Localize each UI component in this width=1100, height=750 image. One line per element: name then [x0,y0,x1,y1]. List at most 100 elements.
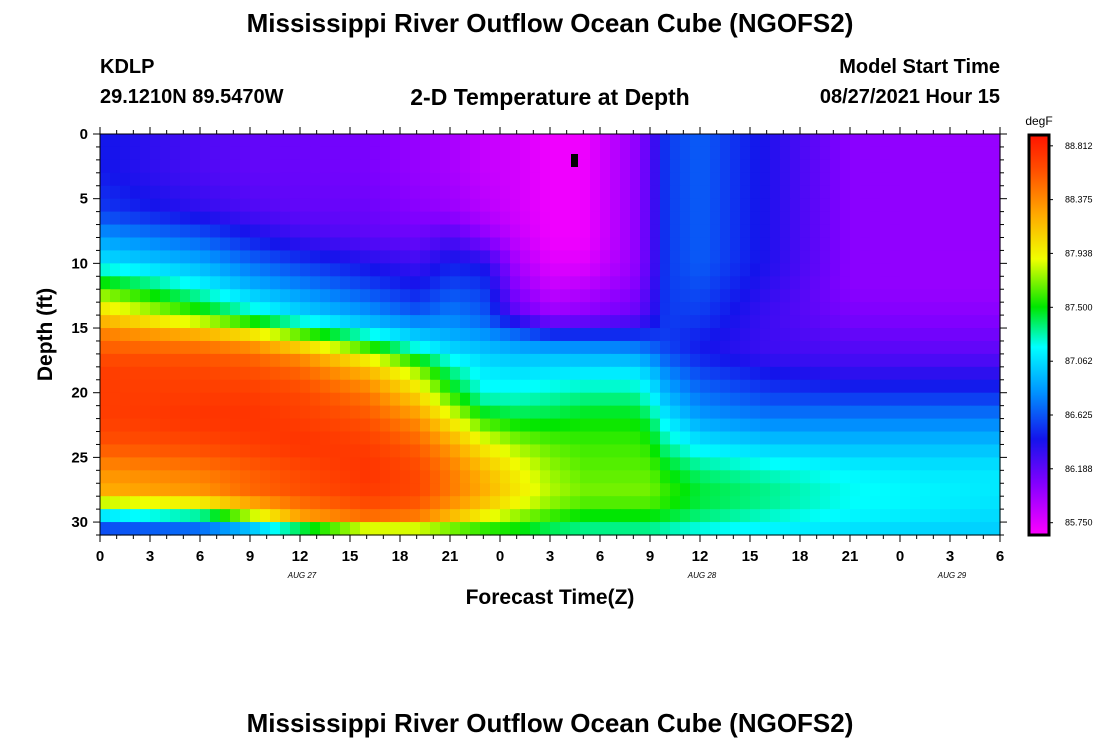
heatmap-cell [300,237,311,252]
heatmap-cell [350,134,361,148]
heatmap-cell [750,353,761,368]
heatmap-cell [180,315,191,329]
heatmap-cell [660,185,671,200]
heatmap-cell [300,315,311,329]
heatmap-cell [470,340,481,355]
heatmap-cell [250,353,261,368]
heatmap-cell [140,237,151,252]
heatmap-cell [230,418,241,433]
heatmap-cell [300,146,311,161]
heatmap-cell [830,276,841,290]
heatmap-cell [570,172,581,187]
heatmap-cell [580,250,591,264]
heatmap-cell [990,522,1001,536]
heatmap-cell [740,224,751,239]
heatmap-cell [320,444,331,458]
heatmap-cell [980,496,991,510]
heatmap-cell [200,263,211,277]
heatmap-cell [960,211,971,226]
heatmap-cell [410,483,421,497]
heatmap-cell [370,146,381,161]
heatmap-cell [900,405,911,420]
heatmap-cell [560,522,571,536]
heatmap-cell [600,198,611,213]
heatmap-cell [600,522,611,536]
heatmap-cell [200,418,211,433]
heatmap-cell [580,134,591,148]
heatmap-cell [810,237,821,252]
heatmap-cell [280,315,291,329]
heatmap-cell [140,366,151,381]
heatmap-cell [390,224,401,239]
heatmap-cell [410,328,421,342]
heatmap-cell [320,496,331,510]
heatmap-cell [420,315,431,329]
heatmap-cell [890,405,901,420]
heatmap-cell [760,457,771,471]
heatmap-cell [830,146,841,161]
heatmap-cell [720,172,731,187]
heatmap-cell [490,366,501,381]
heatmap-cell [970,289,981,303]
heatmap-cell [790,392,801,407]
heatmap-cell [670,237,681,252]
heatmap-cell [740,185,751,200]
heatmap-cell [650,134,661,148]
heatmap-cell [500,172,511,187]
heatmap-cell [490,172,501,187]
heatmap-cell [160,444,171,458]
heatmap-cell [860,392,871,407]
heatmap-cell [860,211,871,226]
heatmap-cell [970,353,981,368]
heatmap-cell [700,483,711,497]
heatmap-cell [450,509,461,523]
heatmap-cell [960,146,971,161]
heatmap-cell [290,250,301,264]
heatmap-cell [580,509,591,523]
heatmap-cell [580,418,591,433]
heatmap-cell [150,483,161,497]
heatmap-cell [420,496,431,510]
heatmap-cell [610,457,621,471]
heatmap-cell [240,250,251,264]
heatmap-cell [690,185,701,200]
heatmap-cell [280,276,291,290]
heatmap-cell [680,276,691,290]
heatmap-cell [990,328,1001,342]
heatmap-cell [480,496,491,510]
heatmap-cell [100,379,111,394]
heatmap-cell [940,483,951,497]
heatmap-cell [610,224,621,239]
heatmap-cell [200,315,211,329]
x-tick-label: 0 [496,548,504,565]
x-date-label: AUG 29 [937,571,967,580]
heatmap-cell [940,185,951,200]
heatmap-cell [540,172,551,187]
heatmap-cell [960,172,971,187]
heatmap-cell [250,418,261,433]
heatmap-cell [960,353,971,368]
heatmap-cell [450,198,461,213]
heatmap-cell [320,366,331,381]
heatmap-cell [520,237,531,252]
heatmap-cell [770,483,781,497]
heatmap-cell [170,211,181,226]
heatmap-cell [940,457,951,471]
heatmap-cell [640,522,651,536]
heatmap-cell [820,444,831,458]
heatmap-cell [990,457,1001,471]
heatmap-cell [750,198,761,213]
heatmap-cell [750,134,761,148]
heatmap-cell [190,405,201,420]
heatmap-cell [980,444,991,458]
heatmap-cell [190,522,201,536]
heatmap-cell [180,224,191,239]
heatmap-cell [570,263,581,277]
heatmap-cell [700,146,711,161]
heatmap-cell [380,328,391,342]
heatmap-cell [960,198,971,213]
heatmap-cell [630,444,641,458]
heatmap-cell [780,483,791,497]
heatmap-cell [480,289,491,303]
heatmap-cell [570,237,581,252]
